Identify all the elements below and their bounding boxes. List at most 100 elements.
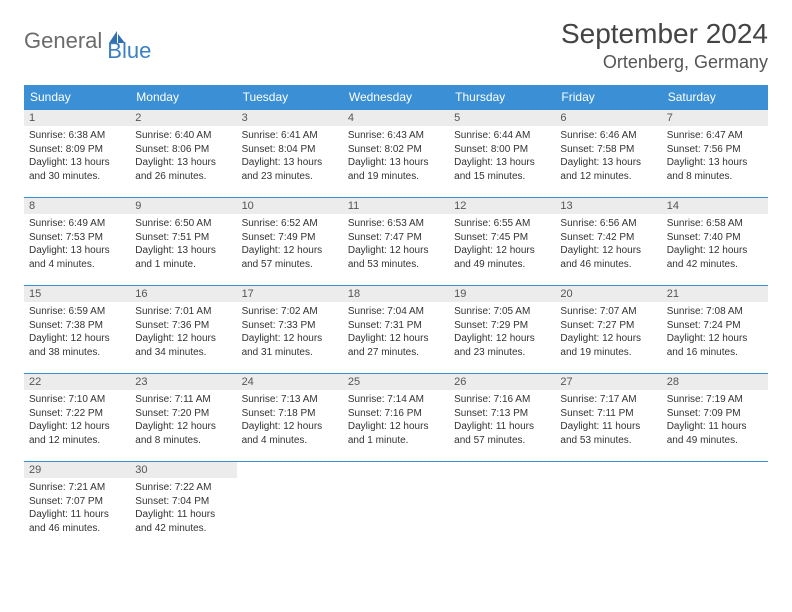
day-details: Sunrise: 7:08 AMSunset: 7:24 PMDaylight:…	[667, 305, 763, 359]
day-details: Sunrise: 6:55 AMSunset: 7:45 PMDaylight:…	[454, 217, 550, 271]
day-number: 17	[237, 286, 343, 302]
day-details: Sunrise: 7:07 AMSunset: 7:27 PMDaylight:…	[560, 305, 656, 359]
day-number: 12	[449, 198, 555, 214]
calendar-cell: 6 Sunrise: 6:46 AMSunset: 7:58 PMDaylight…	[555, 109, 661, 197]
calendar-cell: 9 Sunrise: 6:50 AMSunset: 7:51 PMDaylight…	[130, 197, 236, 285]
day-number: 30	[130, 462, 236, 478]
day-details: Sunrise: 7:01 AMSunset: 7:36 PMDaylight:…	[135, 305, 231, 359]
location-label: Ortenberg, Germany	[561, 52, 768, 73]
day-number: 10	[237, 198, 343, 214]
day-details: Sunrise: 7:21 AMSunset: 7:07 PMDaylight:…	[29, 481, 125, 535]
day-number: 25	[343, 374, 449, 390]
day-details: Sunrise: 7:04 AMSunset: 7:31 PMDaylight:…	[348, 305, 444, 359]
day-details: Sunrise: 6:47 AMSunset: 7:56 PMDaylight:…	[667, 129, 763, 183]
weekday-header: Sunday	[24, 85, 130, 109]
calendar-cell-empty	[343, 461, 449, 549]
calendar-cell: 27Sunrise: 7:17 AMSunset: 7:11 PMDayligh…	[555, 373, 661, 461]
day-number: 3	[237, 110, 343, 126]
calendar-cell: 22Sunrise: 7:10 AMSunset: 7:22 PMDayligh…	[24, 373, 130, 461]
weekday-header: Tuesday	[237, 85, 343, 109]
day-details: Sunrise: 7:11 AMSunset: 7:20 PMDaylight:…	[135, 393, 231, 447]
day-number: 5	[449, 110, 555, 126]
calendar-cell: 19 Sunrise: 7:05 AMSunset: 7:29 PMDayligh…	[449, 285, 555, 373]
day-details: Sunrise: 7:02 AMSunset: 7:33 PMDaylight:…	[242, 305, 338, 359]
day-details: Sunrise: 6:46 AMSunset: 7:58 PMDaylight:…	[560, 129, 656, 183]
calendar-cell: 20 Sunrise: 7:07 AMSunset: 7:27 PMDayligh…	[555, 285, 661, 373]
calendar-cell: 18 Sunrise: 7:04 AMSunset: 7:31 PMDayligh…	[343, 285, 449, 373]
day-details: Sunrise: 6:40 AMSunset: 8:06 PMDaylight:…	[135, 129, 231, 183]
day-details: Sunrise: 6:56 AMSunset: 7:42 PMDaylight:…	[560, 217, 656, 271]
day-number: 2	[130, 110, 236, 126]
day-details: Sunrise: 7:14 AMSunset: 7:16 PMDaylight:…	[348, 393, 444, 447]
calendar-cell-empty	[662, 461, 768, 549]
day-number: 26	[449, 374, 555, 390]
day-details: Sunrise: 7:16 AMSunset: 7:13 PMDaylight:…	[454, 393, 550, 447]
header: General Blue September 2024 Ortenberg, G…	[24, 18, 768, 73]
day-number: 19	[449, 286, 555, 302]
calendar-cell: 5 Sunrise: 6:44 AMSunset: 8:00 PMDaylight…	[449, 109, 555, 197]
calendar-cell: 1Sunrise: 6:38 AMSunset: 8:09 PMDaylight…	[24, 109, 130, 197]
calendar-cell: 29 Sunrise: 7:21 AMSunset: 7:07 PMDayligh…	[24, 461, 130, 549]
day-details: Sunrise: 6:50 AMSunset: 7:51 PMDaylight:…	[135, 217, 231, 271]
day-number: 6	[555, 110, 661, 126]
day-details: Sunrise: 7:19 AMSunset: 7:09 PMDaylight:…	[667, 393, 763, 447]
day-details: Sunrise: 7:22 AMSunset: 7:04 PMDaylight:…	[135, 481, 231, 535]
weekday-header: Saturday	[662, 85, 768, 109]
title-block: September 2024 Ortenberg, Germany	[561, 18, 768, 73]
calendar-cell: 13 Sunrise: 6:56 AMSunset: 7:42 PMDayligh…	[555, 197, 661, 285]
day-details: Sunrise: 6:44 AMSunset: 8:00 PMDaylight:…	[454, 129, 550, 183]
calendar-cell: 28 Sunrise: 7:19 AMSunset: 7:09 PMDayligh…	[662, 373, 768, 461]
day-number: 18	[343, 286, 449, 302]
calendar-cell: 26 Sunrise: 7:16 AMSunset: 7:13 PMDayligh…	[449, 373, 555, 461]
calendar-cell: 3 Sunrise: 6:41 AMSunset: 8:04 PMDaylight…	[237, 109, 343, 197]
day-details: Sunrise: 6:53 AMSunset: 7:47 PMDaylight:…	[348, 217, 444, 271]
calendar-cell: 17 Sunrise: 7:02 AMSunset: 7:33 PMDayligh…	[237, 285, 343, 373]
day-number: 20	[555, 286, 661, 302]
calendar-cell: 30 Sunrise: 7:22 AMSunset: 7:04 PMDayligh…	[130, 461, 236, 549]
day-number: 23	[130, 374, 236, 390]
calendar-cell: 25 Sunrise: 7:14 AMSunset: 7:16 PMDayligh…	[343, 373, 449, 461]
day-number: 13	[555, 198, 661, 214]
day-number: 15	[24, 286, 130, 302]
day-details: Sunrise: 7:05 AMSunset: 7:29 PMDaylight:…	[454, 305, 550, 359]
day-number: 29	[24, 462, 130, 478]
calendar-cell: 21Sunrise: 7:08 AMSunset: 7:24 PMDayligh…	[662, 285, 768, 373]
day-number: 16	[130, 286, 236, 302]
day-number: 27	[555, 374, 661, 390]
day-number: 22	[24, 374, 130, 390]
day-details: Sunrise: 6:43 AMSunset: 8:02 PMDaylight:…	[348, 129, 444, 183]
weekday-header: Thursday	[449, 85, 555, 109]
calendar-cell: 7 Sunrise: 6:47 AMSunset: 7:56 PMDaylight…	[662, 109, 768, 197]
calendar-cell: 14 Sunrise: 6:58 AMSunset: 7:40 PMDayligh…	[662, 197, 768, 285]
day-details: Sunrise: 6:59 AMSunset: 7:38 PMDaylight:…	[29, 305, 125, 359]
weekday-header: Monday	[130, 85, 236, 109]
calendar-cell-empty	[449, 461, 555, 549]
day-number: 14	[662, 198, 768, 214]
logo-word-2: Blue	[107, 38, 151, 64]
calendar-cell: 24Sunrise: 7:13 AMSunset: 7:18 PMDayligh…	[237, 373, 343, 461]
calendar-cell-empty	[555, 461, 661, 549]
day-number: 24	[237, 374, 343, 390]
day-details: Sunrise: 6:58 AMSunset: 7:40 PMDaylight:…	[667, 217, 763, 271]
day-number: 7	[662, 110, 768, 126]
day-number: 9	[130, 198, 236, 214]
calendar-cell: 11Sunrise: 6:53 AMSunset: 7:47 PMDayligh…	[343, 197, 449, 285]
logo: General Blue	[24, 18, 151, 64]
weekday-header: Friday	[555, 85, 661, 109]
day-number: 1	[24, 110, 130, 126]
day-number: 8	[24, 198, 130, 214]
calendar-cell: 10 Sunrise: 6:52 AMSunset: 7:49 PMDayligh…	[237, 197, 343, 285]
page-title: September 2024	[561, 18, 768, 50]
calendar-cell: 12 Sunrise: 6:55 AMSunset: 7:45 PMDayligh…	[449, 197, 555, 285]
calendar-cell: 16 Sunrise: 7:01 AMSunset: 7:36 PMDayligh…	[130, 285, 236, 373]
day-details: Sunrise: 6:41 AMSunset: 8:04 PMDaylight:…	[242, 129, 338, 183]
calendar-cell: 2 Sunrise: 6:40 AMSunset: 8:06 PMDaylight…	[130, 109, 236, 197]
calendar-grid: SundayMondayTuesdayWednesdayThursdayFrid…	[24, 85, 768, 549]
calendar-cell: 23 Sunrise: 7:11 AMSunset: 7:20 PMDayligh…	[130, 373, 236, 461]
calendar-cell-empty	[237, 461, 343, 549]
calendar-cell: 4 Sunrise: 6:43 AMSunset: 8:02 PMDaylight…	[343, 109, 449, 197]
day-number: 28	[662, 374, 768, 390]
day-details: Sunrise: 6:52 AMSunset: 7:49 PMDaylight:…	[242, 217, 338, 271]
day-number: 4	[343, 110, 449, 126]
calendar-cell: 8Sunrise: 6:49 AMSunset: 7:53 PMDaylight…	[24, 197, 130, 285]
